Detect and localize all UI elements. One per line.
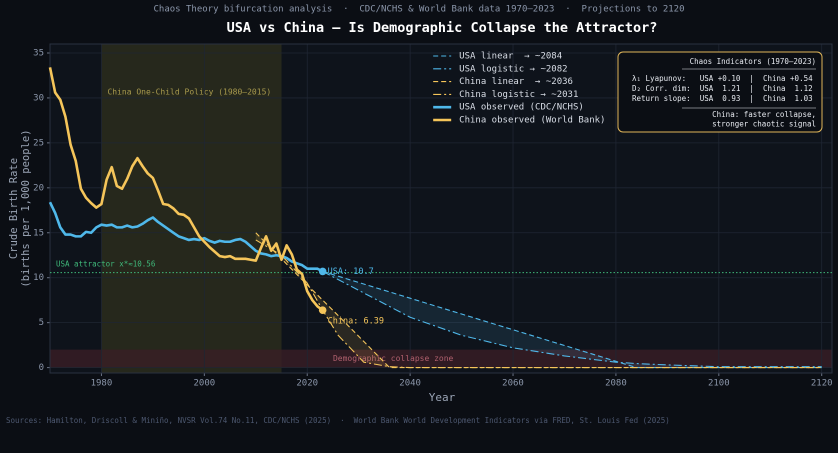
x-tick-label: 2100 <box>708 379 730 389</box>
endpoint-label: China: 6.39 <box>328 317 384 327</box>
y-tick-label: 10 <box>33 273 44 283</box>
series-line <box>48 201 324 273</box>
legend-label: China logistic → ~2031 <box>459 90 578 100</box>
x-tick-label: 1980 <box>91 379 113 389</box>
x-axis-label: Year <box>429 391 456 404</box>
legend-label: USA linear → ~2084 <box>459 52 562 62</box>
projection-band <box>322 271 822 368</box>
endpoint <box>318 306 327 314</box>
x-tick-label: 2020 <box>296 379 318 389</box>
x-tick-label: 2060 <box>502 379 524 389</box>
legend-label: China observed (World Bank) <box>459 116 605 126</box>
series-line <box>322 270 822 368</box>
y-tick-label: 20 <box>33 183 44 193</box>
indicator-note: China: faster collapse, <box>712 110 816 119</box>
legend-label: China linear → ~2036 <box>459 77 573 87</box>
chart-title: USA vs China — Is Demographic Collapse t… <box>227 20 658 36</box>
x-tick-label: 2080 <box>605 379 627 389</box>
y-tick-label: 35 <box>33 48 44 58</box>
endpoint <box>318 267 327 276</box>
y-tick-label: 25 <box>33 138 44 148</box>
y-axis-label: Crude Birth Rate <box>8 158 20 259</box>
series-line <box>255 239 822 369</box>
indicator-row: λ₁ Lyapunov: USA +0.10 | China +0.54 <box>632 74 813 83</box>
y-tick-label: 5 <box>39 318 44 328</box>
x-tick-label: 2040 <box>399 379 421 389</box>
plot-frame <box>49 43 833 374</box>
y-tick-label: 15 <box>33 228 44 238</box>
indicator-title: Chaos Indicators (1970–2023) <box>690 57 816 66</box>
y-tick-label: 0 <box>39 363 44 373</box>
indicator-row: D₂ Corr. dim: USA 1.21 | China 1.12 <box>632 84 813 93</box>
indicator-box <box>617 51 823 133</box>
y-axis-label: (births per 1,000 people) <box>20 129 32 287</box>
collapse-label: Demographic collapse zone <box>333 354 454 363</box>
attractor-label: USA attractor x*≈10.56 <box>56 260 156 269</box>
indicator-row: Return slope: USA 0.93 | China 1.03 <box>632 94 813 103</box>
legend-label: USA observed (CDC/NCHS) <box>459 103 584 113</box>
x-tick-label: 2120 <box>811 379 833 389</box>
subtitle: Chaos Theory bifurcation analysis · CDC/… <box>153 5 684 15</box>
x-tick-label: 2000 <box>193 379 215 389</box>
collapse-zone <box>50 349 832 368</box>
policy-band <box>101 44 282 373</box>
policy-label: China One-Child Policy (1980–2015) <box>107 88 271 97</box>
series-line <box>48 67 324 312</box>
endpoint-label: USA: 10.7 <box>328 267 374 277</box>
y-tick-label: 30 <box>33 93 44 103</box>
source: Sources: Hamilton, Driscoll & Miniño, NV… <box>6 416 670 425</box>
legend-label: USA logistic → ~2082 <box>459 64 567 74</box>
indicator-note: stronger chaotic signal <box>712 120 816 129</box>
